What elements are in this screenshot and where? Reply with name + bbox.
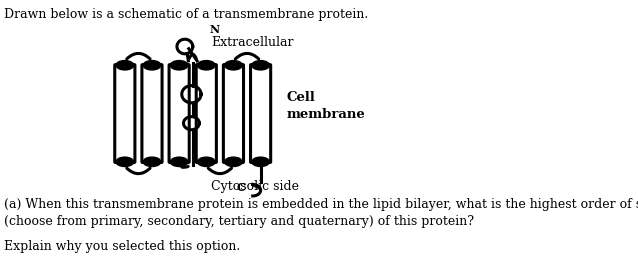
FancyBboxPatch shape (142, 64, 162, 163)
Ellipse shape (116, 61, 133, 70)
Text: Explain why you selected this option.: Explain why you selected this option. (3, 240, 240, 253)
FancyBboxPatch shape (169, 64, 189, 163)
FancyBboxPatch shape (115, 64, 135, 163)
Ellipse shape (198, 61, 215, 70)
Ellipse shape (170, 61, 188, 70)
Ellipse shape (225, 157, 242, 167)
Text: Cytosolic side: Cytosolic side (211, 180, 299, 193)
Text: Extracellular: Extracellular (212, 36, 294, 49)
Ellipse shape (170, 157, 188, 167)
Ellipse shape (252, 157, 269, 167)
Ellipse shape (198, 157, 215, 167)
Ellipse shape (143, 61, 161, 70)
Ellipse shape (143, 157, 161, 167)
Text: C: C (237, 182, 246, 193)
FancyBboxPatch shape (223, 64, 244, 163)
FancyBboxPatch shape (251, 64, 271, 163)
Text: Cell
membrane: Cell membrane (287, 91, 366, 121)
Ellipse shape (252, 61, 269, 70)
Text: N: N (209, 24, 219, 35)
FancyBboxPatch shape (197, 64, 216, 163)
Text: (a) When this transmembrane protein is embedded in the lipid bilayer, what is th: (a) When this transmembrane protein is e… (3, 198, 638, 228)
Text: Drawn below is a schematic of a transmembrane protein.: Drawn below is a schematic of a transmem… (3, 8, 367, 21)
Ellipse shape (225, 61, 242, 70)
Ellipse shape (116, 157, 133, 167)
